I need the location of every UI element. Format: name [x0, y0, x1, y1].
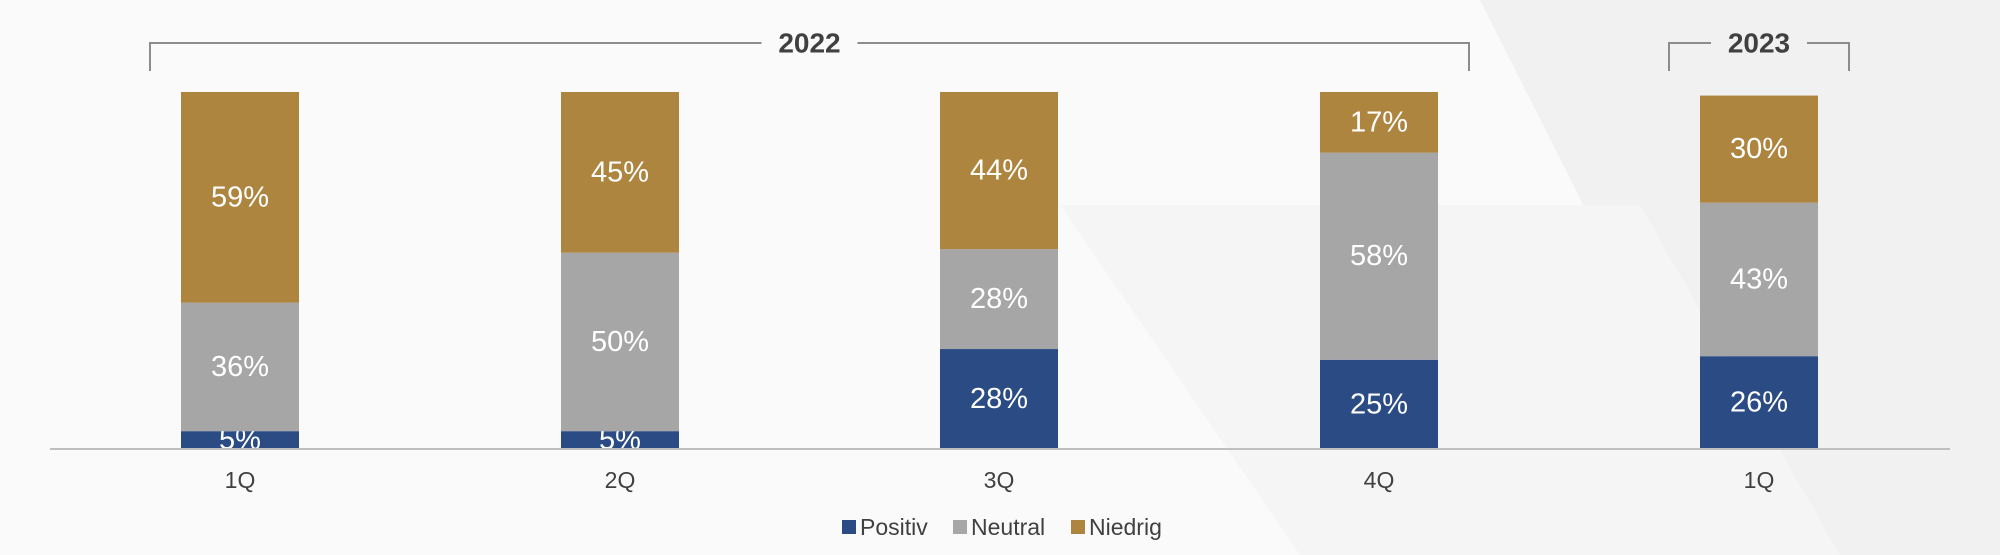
bars-layer: 5%36%59%5%50%45%28%28%44%25%58%17%26%43%… [181, 92, 1818, 456]
value-label-neutral-4: 58% [1350, 240, 1408, 272]
bar-segment-positiv-2 [561, 431, 679, 449]
value-label-positiv-5: 26% [1730, 387, 1788, 419]
group-bracket-right-2022 [857, 42, 1470, 71]
bar-segment-neutral-3 [940, 249, 1058, 350]
bar-segment-positiv-5 [1700, 356, 1818, 449]
bar-segment-positiv-1 [181, 431, 299, 449]
group-bracket-left-2022 [149, 42, 762, 71]
group-bracket-right-2023 [1807, 42, 1850, 71]
bar-segment-neutral-1 [181, 302, 299, 432]
bar-segment-niedrig-1 [181, 92, 299, 303]
bar-segment-niedrig-3 [940, 92, 1058, 250]
value-label-positiv-4: 25% [1350, 388, 1408, 420]
bar-segment-niedrig-2 [561, 92, 679, 253]
bar-segment-niedrig-4 [1320, 92, 1438, 153]
category-label-4: 4Q [1364, 467, 1395, 493]
value-label-niedrig-5: 30% [1730, 133, 1788, 165]
category-label-3: 3Q [984, 467, 1015, 493]
legend: Positiv Neutral Niedrig [842, 514, 1162, 540]
value-label-niedrig-4: 17% [1350, 106, 1408, 138]
legend-label-positiv: Positiv [860, 514, 928, 540]
legend-swatch-neutral [953, 520, 967, 534]
legend-label-neutral: Neutral [971, 514, 1045, 540]
group-label-2022: 2022 [778, 28, 840, 59]
value-label-niedrig-1: 59% [211, 181, 269, 213]
value-label-neutral-3: 28% [970, 283, 1028, 315]
value-label-positiv-3: 28% [970, 383, 1028, 415]
legend-swatch-positiv [842, 520, 856, 534]
bar-segment-positiv-3 [940, 349, 1058, 449]
group-label-2023: 2023 [1728, 28, 1790, 59]
legend-swatch-niedrig [1071, 520, 1085, 534]
category-label-1: 1Q [225, 467, 256, 493]
category-label-2: 2Q [605, 467, 636, 493]
legend-label-niedrig: Niedrig [1089, 514, 1162, 540]
value-label-neutral-1: 36% [211, 351, 269, 383]
value-label-neutral-5: 43% [1730, 263, 1788, 295]
category-labels-layer: 1Q 2Q 3Q 4Q 1Q [225, 467, 1775, 493]
background-decoration [1060, 0, 2000, 555]
value-label-niedrig-2: 45% [591, 156, 649, 188]
value-label-niedrig-3: 44% [970, 155, 1028, 187]
bar-segment-neutral-2 [561, 252, 679, 432]
group-bracket-left-2023 [1668, 42, 1711, 71]
bar-segment-niedrig-5 [1700, 95, 1818, 203]
value-label-neutral-2: 50% [591, 326, 649, 358]
category-label-5: 1Q [1744, 467, 1775, 493]
bar-segment-neutral-5 [1700, 202, 1818, 357]
bar-segment-neutral-4 [1320, 152, 1438, 360]
group-brackets-layer: 2022 2023 [149, 28, 1850, 71]
bar-segment-positiv-4 [1320, 359, 1438, 449]
